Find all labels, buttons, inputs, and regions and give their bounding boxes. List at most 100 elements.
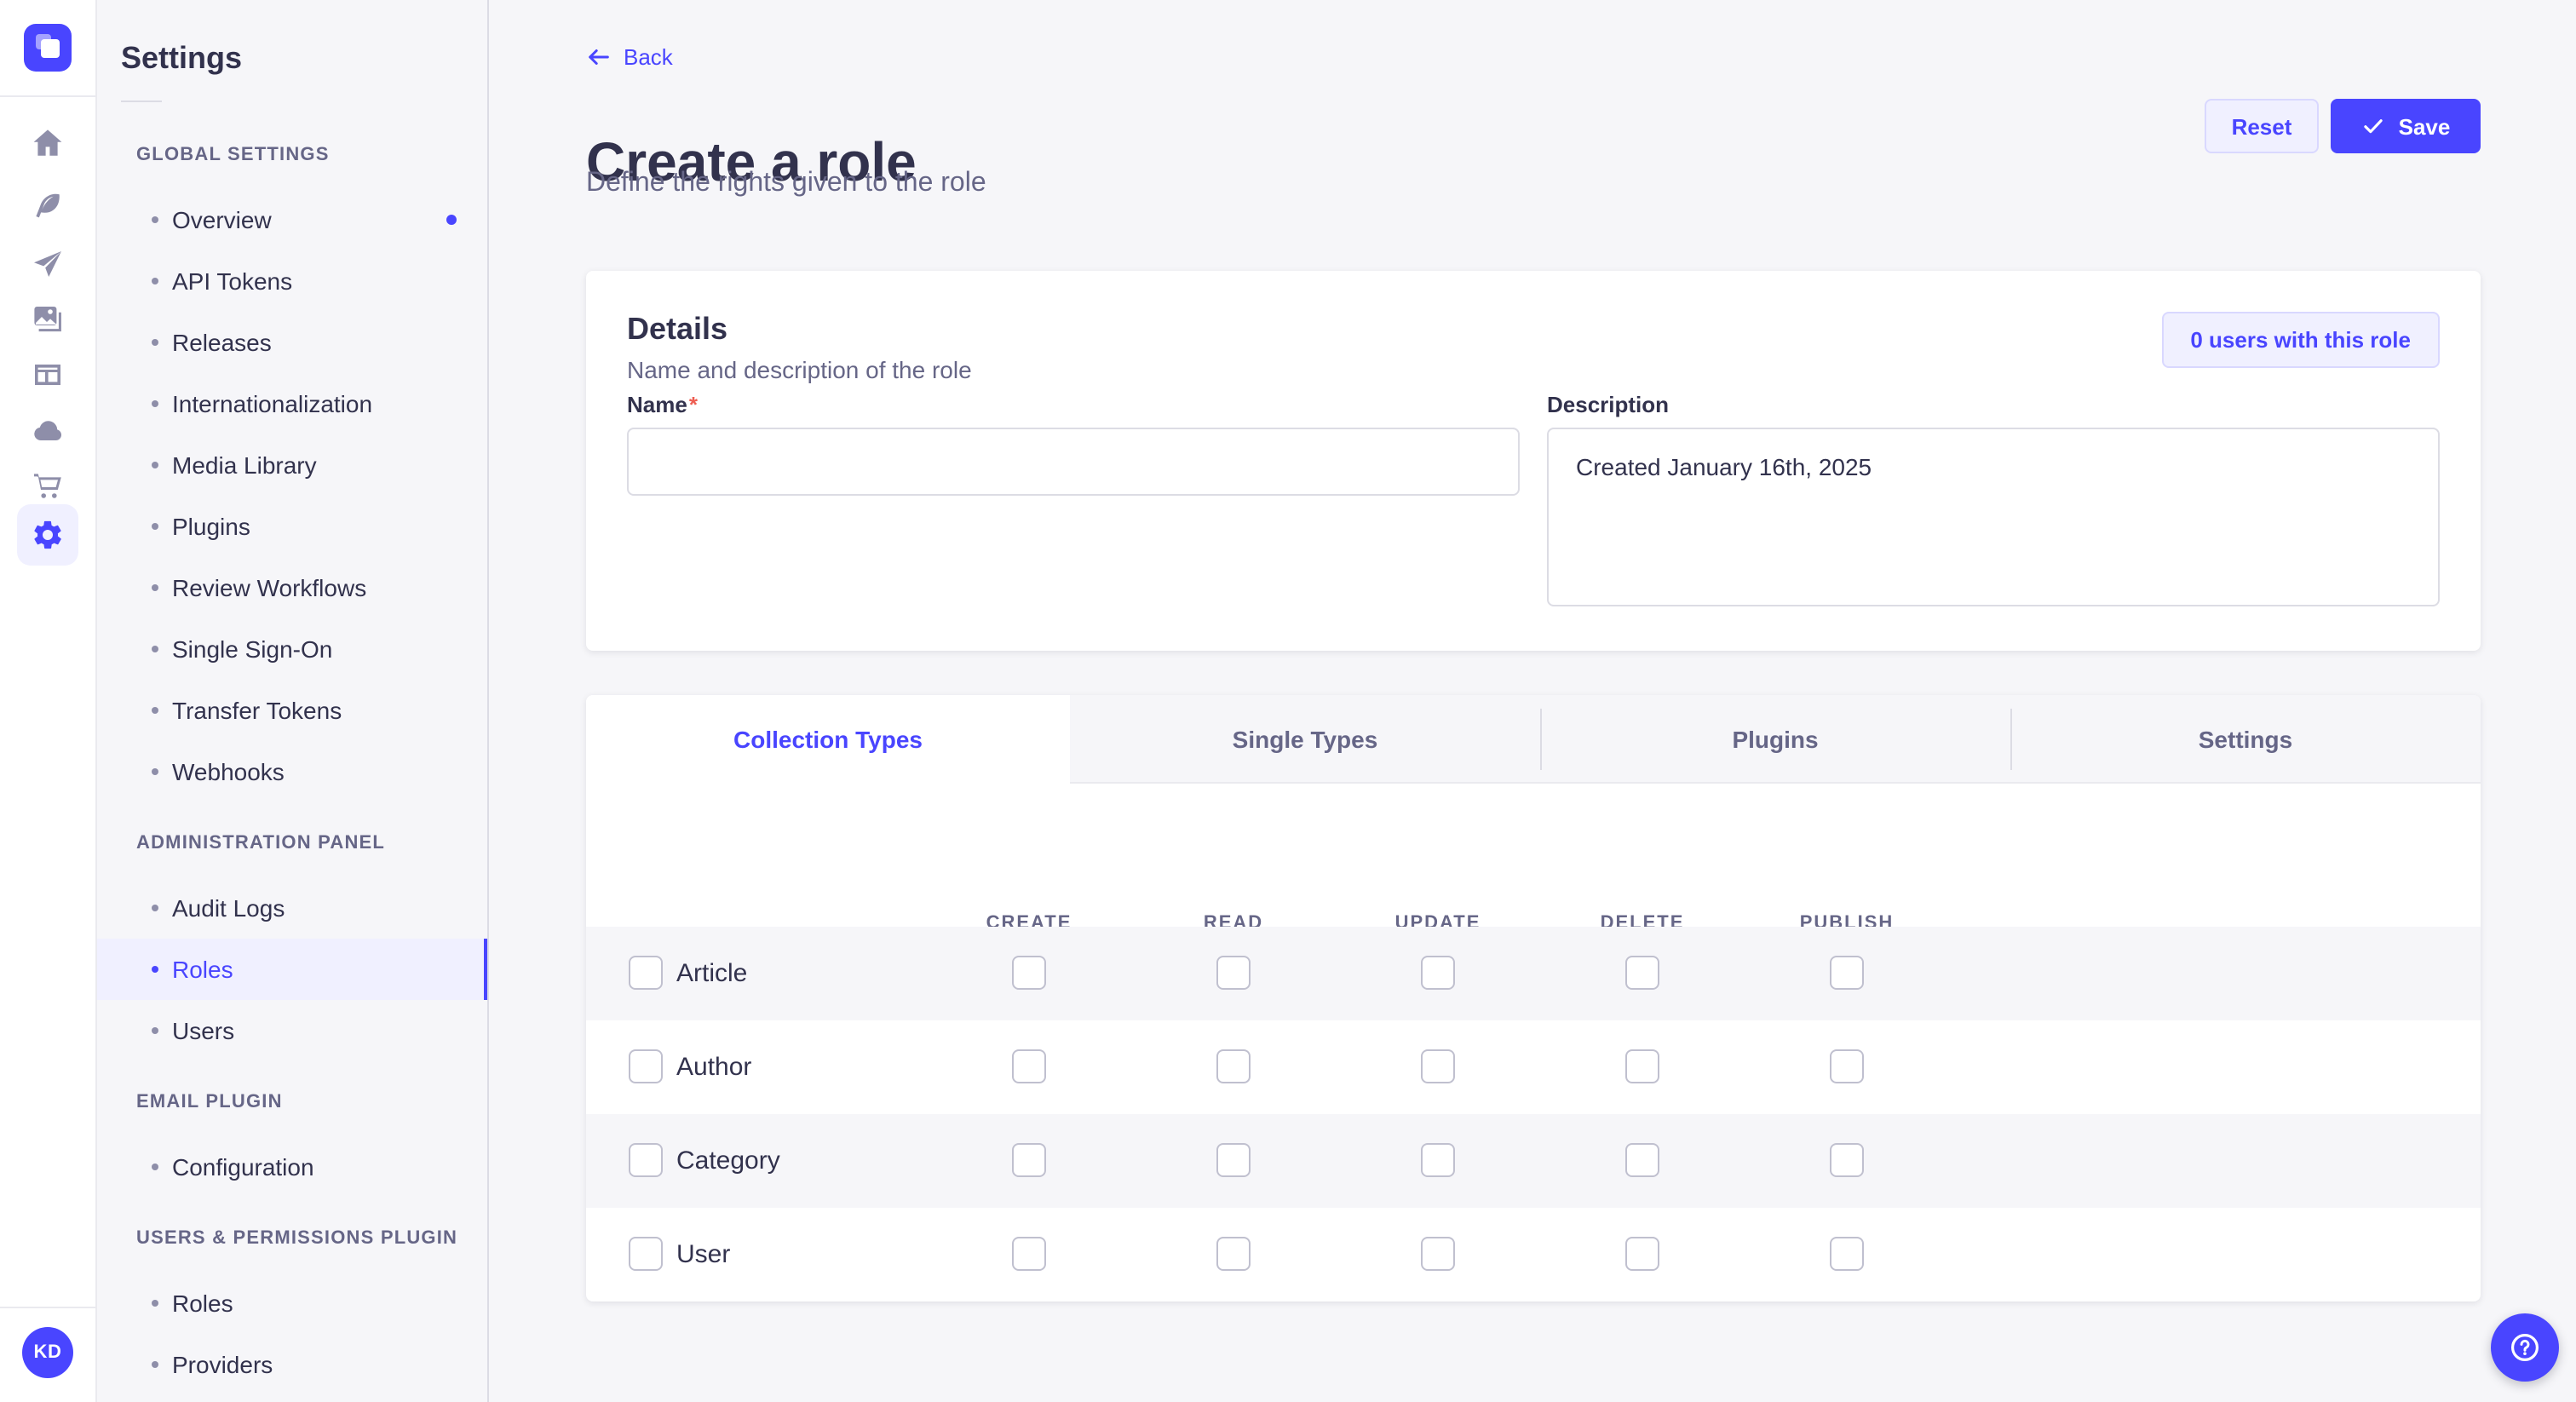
home-icon[interactable]	[31, 126, 65, 160]
help-button[interactable]	[2491, 1313, 2559, 1382]
save-button[interactable]: Save	[2331, 99, 2481, 153]
permissions-rows: Article Author	[586, 927, 2481, 1301]
author-publish-checkbox[interactable]	[1830, 1049, 1864, 1083]
row-label: Article	[676, 959, 748, 988]
table-row-article: Article	[586, 927, 2481, 1020]
tab-settings[interactable]: Settings	[2010, 695, 2481, 782]
question-mark-icon	[2511, 1334, 2539, 1361]
sidebar-item-roles-up[interactable]: Roles	[97, 1273, 487, 1334]
author-update-checkbox[interactable]	[1421, 1049, 1455, 1083]
shopping-cart-icon[interactable]	[31, 468, 65, 503]
tab-plugins[interactable]: Plugins	[1540, 695, 2010, 782]
logo-section	[0, 0, 95, 97]
section-users-permissions-plugin: USERS & PERMISSIONS PLUGIN	[136, 1228, 458, 1249]
bullet-icon	[152, 768, 158, 775]
bullet-icon	[152, 966, 158, 973]
sidebar-item-single-sign-on[interactable]: Single Sign-On	[97, 618, 487, 680]
name-label: Name *	[627, 392, 698, 417]
sidebar-item-plugins[interactable]: Plugins	[97, 496, 487, 557]
bullet-icon	[152, 905, 158, 911]
arrow-left-icon	[589, 49, 609, 65]
sidebar-item-roles-admin[interactable]: Roles	[97, 939, 487, 1000]
bullet-icon	[152, 1361, 158, 1368]
sidebar-item-transfer-tokens[interactable]: Transfer Tokens	[97, 680, 487, 741]
author-select-checkbox[interactable]	[629, 1049, 663, 1083]
user-publish-checkbox[interactable]	[1830, 1237, 1864, 1271]
category-delete-checkbox[interactable]	[1625, 1143, 1659, 1177]
article-select-checkbox[interactable]	[629, 956, 663, 990]
page-title: Create a role	[586, 131, 917, 193]
permissions-card: Collection Types Single Types Plugins Se…	[586, 695, 2481, 1301]
article-delete-checkbox[interactable]	[1625, 956, 1659, 990]
save-label: Save	[2398, 113, 2451, 139]
sidebar-item-audit-logs[interactable]: Audit Logs	[97, 877, 487, 939]
sidebar-item-internationalization[interactable]: Internationalization	[97, 373, 487, 434]
sidebar-item-review-workflows[interactable]: Review Workflows	[97, 557, 487, 618]
user-select-checkbox[interactable]	[629, 1237, 663, 1271]
avatar[interactable]: KD	[22, 1327, 73, 1378]
permissions-header: CREATE READ UPDATE DELETE PUBLISH	[586, 784, 2481, 993]
user-read-checkbox[interactable]	[1216, 1237, 1251, 1271]
feather-icon[interactable]	[31, 189, 65, 223]
user-create-checkbox[interactable]	[1012, 1237, 1046, 1271]
bullet-icon	[152, 339, 158, 346]
category-update-checkbox[interactable]	[1421, 1143, 1455, 1177]
section-email-plugin: EMAIL PLUGIN	[136, 1092, 283, 1112]
article-read-checkbox[interactable]	[1216, 956, 1251, 990]
name-input[interactable]	[627, 428, 1520, 496]
bullet-icon	[152, 216, 158, 223]
bullet-icon	[152, 400, 158, 407]
page-subtitle: Define the rights given to the role	[586, 169, 986, 198]
user-update-checkbox[interactable]	[1421, 1237, 1455, 1271]
table-row-category: Category	[586, 1114, 2481, 1208]
table-row-user: User	[586, 1208, 2481, 1301]
layout-icon[interactable]	[31, 358, 65, 392]
tab-single-types[interactable]: Single Types	[1232, 725, 1378, 752]
category-create-checkbox[interactable]	[1012, 1143, 1046, 1177]
description-textarea[interactable]: Created January 16th, 2025	[1547, 428, 2440, 606]
article-create-checkbox[interactable]	[1012, 956, 1046, 990]
sidebar-item-configuration[interactable]: Configuration	[97, 1136, 487, 1198]
bullet-icon	[152, 278, 158, 284]
category-select-checkbox[interactable]	[629, 1143, 663, 1177]
permissions-tabs: Collection Types Single Types Plugins Se…	[586, 695, 2481, 784]
author-read-checkbox[interactable]	[1216, 1049, 1251, 1083]
paper-plane-icon[interactable]	[31, 247, 65, 281]
article-publish-checkbox[interactable]	[1830, 956, 1864, 990]
section-administration-panel: ADMINISTRATION PANEL	[136, 833, 386, 853]
main-area: Back Create a role Define the rights giv…	[489, 0, 2576, 1402]
category-publish-checkbox[interactable]	[1830, 1143, 1864, 1177]
reset-button[interactable]: Reset	[2205, 99, 2319, 153]
bullet-icon	[152, 1164, 158, 1170]
author-create-checkbox[interactable]	[1012, 1049, 1046, 1083]
description-field-group: Description Created January 16th, 2025	[1547, 392, 2440, 615]
sidebar-item-media-library[interactable]: Media Library	[97, 434, 487, 496]
tab-collection-types[interactable]: Collection Types	[586, 695, 1070, 784]
description-label: Description	[1547, 392, 1670, 417]
bullet-icon	[152, 1027, 158, 1034]
row-label: Category	[676, 1146, 780, 1175]
gear-icon[interactable]	[17, 504, 78, 566]
required-asterisk: *	[688, 392, 698, 417]
sidebar-item-webhooks[interactable]: Webhooks	[97, 741, 487, 802]
category-read-checkbox[interactable]	[1216, 1143, 1251, 1177]
article-update-checkbox[interactable]	[1421, 956, 1455, 990]
strapi-logo-icon[interactable]	[24, 24, 72, 72]
details-title: Details	[627, 312, 728, 346]
cloud-icon[interactable]	[31, 414, 65, 448]
user-delete-checkbox[interactable]	[1625, 1237, 1659, 1271]
users-with-role-button[interactable]: 0 users with this role	[2161, 312, 2440, 368]
back-link[interactable]: Back	[586, 44, 673, 70]
sidebar-item-api-tokens[interactable]: API Tokens	[97, 250, 487, 312]
images-icon[interactable]	[31, 302, 65, 336]
author-delete-checkbox[interactable]	[1625, 1049, 1659, 1083]
sidebar-item-releases[interactable]: Releases	[97, 312, 487, 373]
rail-bottom-section: KD	[0, 1307, 95, 1402]
sidebar-item-overview[interactable]: Overview	[97, 189, 487, 250]
logo-shape-white	[41, 39, 60, 58]
section-global-settings: GLOBAL SETTINGS	[136, 145, 330, 165]
sidebar-item-users[interactable]: Users	[97, 1000, 487, 1061]
details-subtitle: Name and description of the role	[627, 356, 972, 383]
sidebar-item-providers[interactable]: Providers	[97, 1334, 487, 1395]
